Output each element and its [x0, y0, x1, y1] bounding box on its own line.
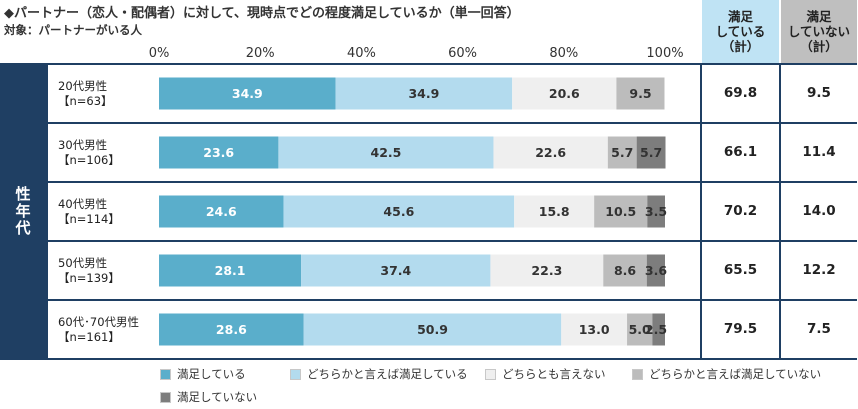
not-satisfied-cell — [781, 183, 857, 240]
not-satisfied-total-header: 満足 していない （計） — [781, 0, 857, 63]
x-tick-label: 100% — [646, 46, 683, 61]
not-satisfied-header-line: （計） — [800, 39, 838, 54]
x-tick-label: 80% — [549, 46, 578, 61]
not-satisfied-total-value: 12.2 — [802, 261, 836, 278]
not-satisfied-total-value: 11.4 — [802, 143, 836, 160]
legend-swatch — [632, 368, 643, 380]
not-satisfied-header-line: していない — [787, 24, 851, 39]
category-label: 60代･70代男性 【n=161】 — [58, 315, 139, 345]
row-cell — [48, 183, 700, 240]
not-satisfied-cell — [781, 124, 857, 181]
x-tick-label: 0% — [149, 46, 170, 61]
satisfied-header-line: している — [715, 24, 766, 39]
legend-item: どちらかと言えば満足していない — [632, 366, 821, 382]
category-name: 40代男性 — [58, 196, 108, 211]
satisfied-cell — [702, 242, 779, 299]
legend-swatch — [485, 368, 496, 380]
not-satisfied-cell — [781, 301, 857, 358]
legend-swatch — [290, 368, 301, 380]
legend-label: 満足している — [177, 367, 246, 381]
satisfied-cell — [702, 301, 779, 358]
satisfied-total-value: 66.1 — [723, 143, 758, 160]
legend-item: 満足していない — [160, 389, 257, 405]
satisfied-total-value: 65.5 — [723, 261, 758, 278]
category-sample-size: 【n=63】 — [58, 93, 113, 108]
legend-label: どちらとも言えない — [502, 367, 606, 381]
x-tick-label: 40% — [347, 46, 376, 61]
category-sample-size: 【n=114】 — [58, 211, 120, 226]
category-label: 20代男性 【n=63】 — [58, 79, 113, 109]
not-satisfied-total-value: 9.5 — [807, 84, 831, 101]
not-satisfied-total-value: 14.0 — [802, 202, 836, 219]
chart-subtitle: 対象：パートナーがいる人 — [4, 23, 142, 37]
row-cell — [48, 65, 700, 122]
category-sample-size: 【n=139】 — [58, 270, 120, 285]
satisfied-cell — [702, 124, 779, 181]
not-satisfied-cell — [781, 242, 857, 299]
chart-title: ◆パートナー（恋人・配偶者）に対して、現時点でどの程度満足しているか（単一回答） — [4, 6, 520, 21]
satisfied-header-line: 満足 — [727, 9, 753, 24]
side-label: 性年代 — [13, 186, 32, 237]
satisfied-total-value: 69.8 — [723, 84, 758, 101]
satisfied-total-header: 満足 している （計） — [702, 0, 779, 63]
legend-item: どちらかと言えば満足している — [290, 366, 468, 382]
legend-label: 満足していない — [177, 390, 258, 404]
not-satisfied-total-value: 7.5 — [807, 320, 831, 337]
category-name: 20代男性 — [58, 78, 108, 93]
x-tick-label: 60% — [448, 46, 477, 61]
category-name: 30代男性 — [58, 137, 108, 152]
category-label: 50代男性 【n=139】 — [58, 256, 120, 286]
category-name: 50代男性 — [58, 255, 108, 270]
category-label: 30代男性 【n=106】 — [58, 138, 120, 168]
legend-item: 満足している — [160, 366, 246, 382]
category-name: 60代･70代男性 — [58, 314, 140, 329]
legend-item: どちらとも言えない — [485, 366, 606, 382]
side-band — [0, 63, 46, 360]
category-sample-size: 【n=161】 — [58, 329, 120, 344]
category-sample-size: 【n=106】 — [58, 152, 120, 167]
row-cell — [48, 301, 700, 358]
legend-label: どちらかと言えば満足していない — [649, 367, 822, 381]
legend-swatch — [160, 391, 171, 403]
row-cell — [48, 124, 700, 181]
x-tick-label: 20% — [246, 46, 275, 61]
satisfied-cell — [702, 183, 779, 240]
legend-swatch — [160, 368, 171, 380]
legend-label: どちらかと言えば満足している — [307, 367, 468, 381]
satisfied-header-line: （計） — [721, 39, 760, 54]
not-satisfied-cell — [781, 65, 857, 122]
satisfied-cell — [702, 65, 779, 122]
not-satisfied-header-line: 満足 — [806, 9, 832, 24]
row-cell — [48, 242, 700, 299]
satisfied-total-value: 70.2 — [723, 202, 758, 219]
category-label: 40代男性 【n=114】 — [58, 197, 120, 227]
satisfied-total-value: 79.5 — [723, 320, 758, 337]
